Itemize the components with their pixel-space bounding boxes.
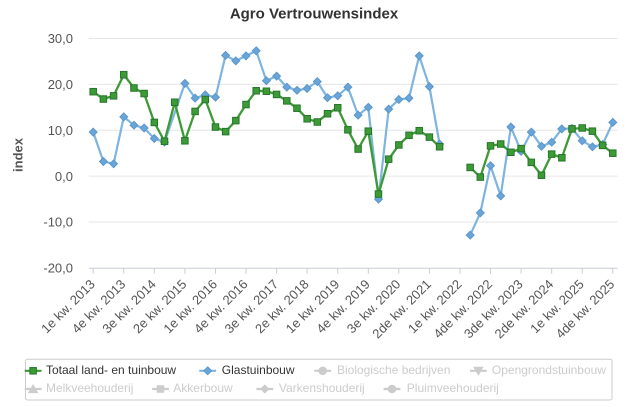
svg-text:Glastuinbouw: Glastuinbouw (222, 363, 295, 377)
svg-text:Pluimveehouderij: Pluimveehouderij (407, 381, 499, 395)
svg-text:index: index (11, 137, 26, 172)
svg-text:Totaal land- en tuinbouw: Totaal land- en tuinbouw (46, 363, 176, 377)
svg-text:Akkerbouw: Akkerbouw (173, 381, 233, 395)
svg-text:0,0: 0,0 (55, 169, 73, 184)
svg-text:Agro Vertrouwensindex: Agro Vertrouwensindex (230, 6, 399, 23)
svg-text:20,0: 20,0 (48, 77, 73, 92)
svg-text:-20,0: -20,0 (43, 261, 73, 276)
svg-text:Varkenshouderij: Varkenshouderij (279, 381, 365, 395)
svg-text:-10,0: -10,0 (43, 215, 73, 230)
svg-text:30,0: 30,0 (48, 31, 73, 46)
svg-text:10,0: 10,0 (48, 123, 73, 138)
svg-text:Melkveehouderij: Melkveehouderij (46, 381, 133, 395)
svg-text:Opengrondstuinbouw: Opengrondstuinbouw (492, 363, 606, 377)
svg-text:Biologische bedrijven: Biologische bedrijven (337, 363, 450, 377)
